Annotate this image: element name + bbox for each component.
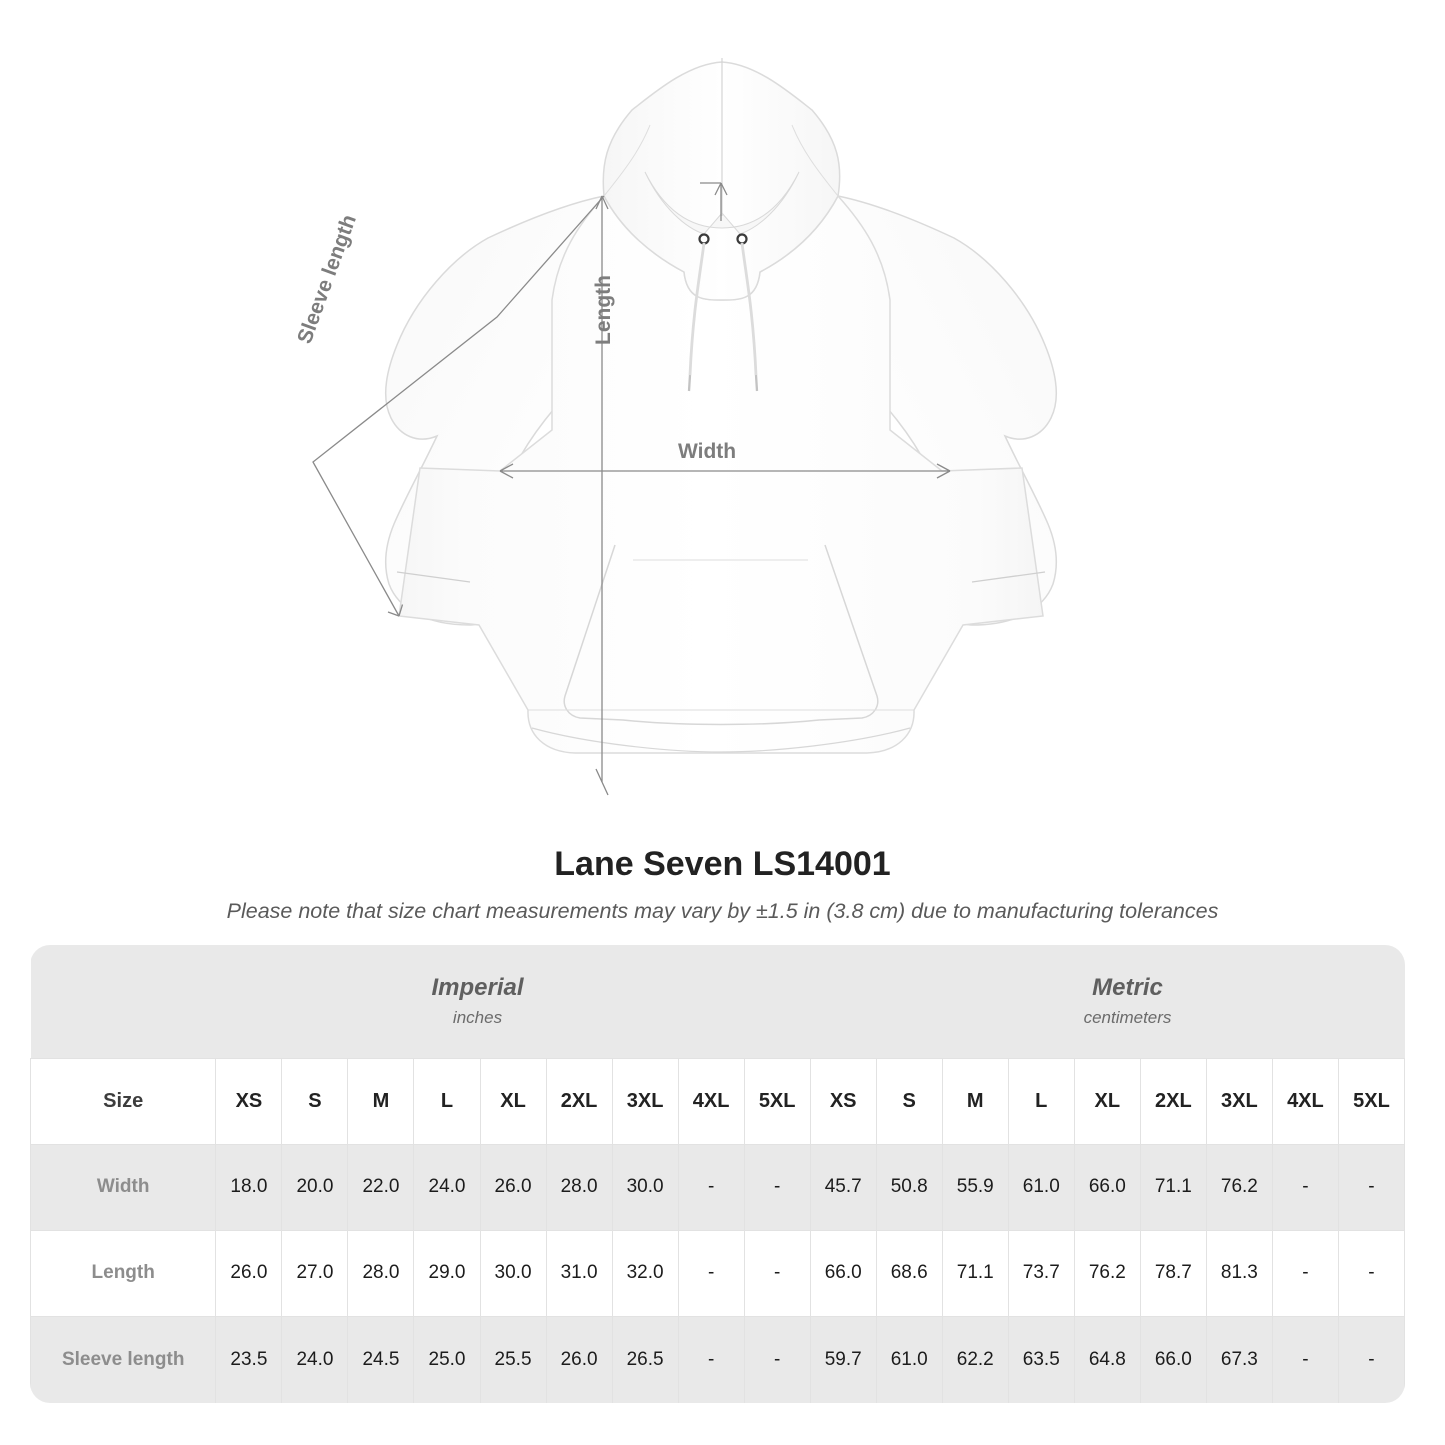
svg-text:Sleeve length: Sleeve length xyxy=(293,212,361,347)
svg-text:Width: Width xyxy=(678,440,736,463)
svg-text:Length: Length xyxy=(592,275,615,345)
